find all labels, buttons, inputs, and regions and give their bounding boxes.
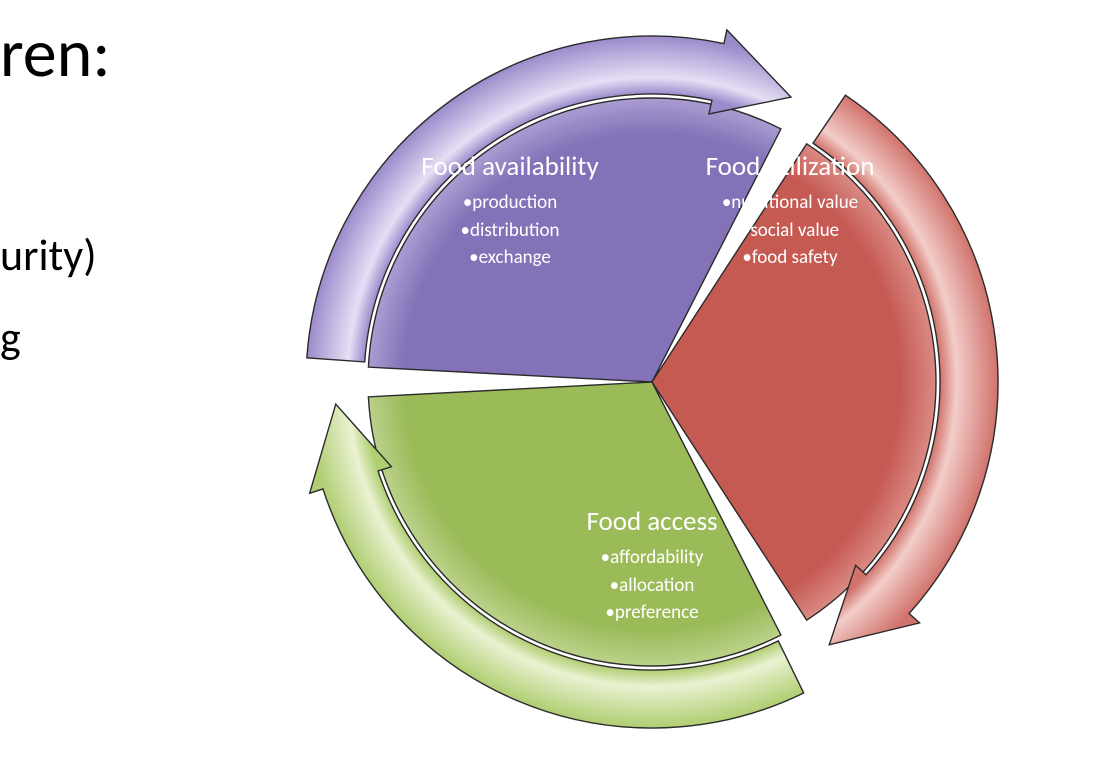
left-text-fragment-2: urity) bbox=[0, 228, 97, 282]
left-text-fragment-1: ren: bbox=[0, 12, 111, 95]
cycle-svg bbox=[250, 0, 1070, 780]
left-text-fragment-3: g bbox=[0, 310, 21, 364]
food-cycle-diagram bbox=[250, 0, 1070, 782]
